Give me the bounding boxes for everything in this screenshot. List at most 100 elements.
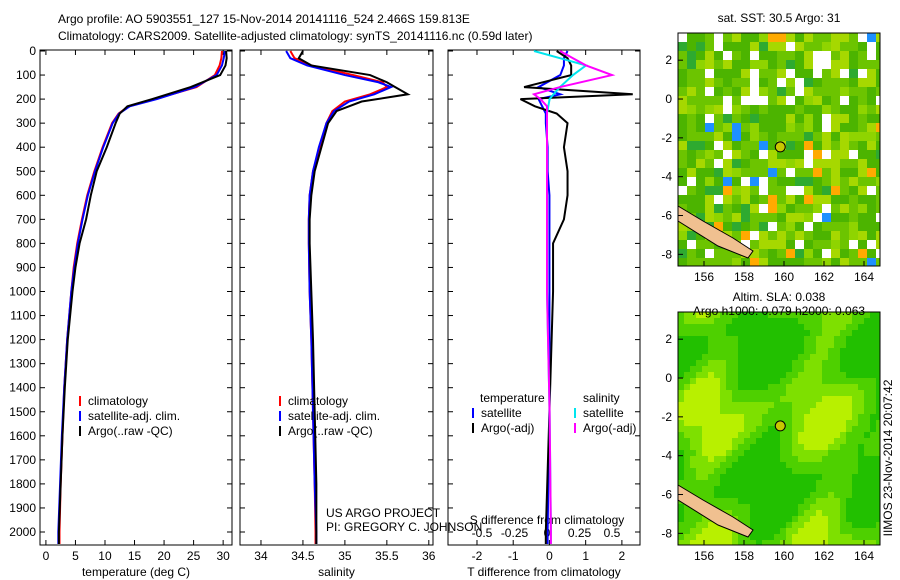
map-cell bbox=[804, 318, 810, 324]
map-cell bbox=[705, 141, 714, 150]
map-cell bbox=[744, 480, 750, 486]
map-cell bbox=[732, 456, 738, 462]
map-cell bbox=[846, 468, 852, 474]
map-cell bbox=[813, 69, 822, 78]
map-cell bbox=[870, 450, 876, 456]
lon-tick-label: 164 bbox=[854, 270, 874, 284]
map-cell bbox=[792, 522, 798, 528]
map-cell bbox=[810, 534, 816, 540]
map-cell bbox=[858, 444, 864, 450]
map-cell bbox=[678, 324, 684, 330]
map-cell bbox=[792, 390, 798, 396]
map-cell bbox=[858, 534, 864, 540]
map-cell bbox=[840, 384, 846, 390]
map-cell bbox=[723, 150, 732, 159]
map-cell bbox=[780, 528, 786, 534]
map-cell bbox=[792, 534, 798, 540]
map-cell bbox=[750, 474, 756, 480]
map-cell bbox=[849, 168, 858, 177]
map-cell bbox=[870, 348, 876, 354]
map-cell bbox=[714, 384, 720, 390]
map-cell bbox=[804, 426, 810, 432]
map-cell bbox=[702, 534, 708, 540]
map-cell bbox=[768, 33, 777, 42]
map-cell bbox=[867, 87, 876, 96]
map-cell bbox=[714, 60, 723, 69]
map-cell bbox=[828, 468, 834, 474]
map-cell bbox=[684, 318, 690, 324]
map-cell bbox=[822, 378, 828, 384]
map-cell bbox=[822, 438, 828, 444]
map-cell bbox=[852, 510, 858, 516]
map-cell bbox=[795, 240, 804, 249]
map-title: Altim. SLA: 0.038 bbox=[733, 290, 826, 304]
map-cell bbox=[696, 432, 702, 438]
map-cell bbox=[678, 378, 684, 384]
map-cell bbox=[831, 96, 840, 105]
map-cell bbox=[759, 258, 768, 266]
map-cell bbox=[714, 438, 720, 444]
map-cell bbox=[840, 123, 849, 132]
map-cell bbox=[867, 96, 876, 105]
map-cell bbox=[864, 450, 870, 456]
y-tick-label: 1700 bbox=[9, 453, 36, 467]
map-cell bbox=[852, 504, 858, 510]
map-cell bbox=[828, 414, 834, 420]
map-cell bbox=[798, 324, 804, 330]
map-cell bbox=[708, 540, 714, 545]
map-cell bbox=[828, 516, 834, 522]
map-cell bbox=[714, 492, 720, 498]
map-cell bbox=[750, 444, 756, 450]
map-cell bbox=[828, 486, 834, 492]
map-cell bbox=[708, 480, 714, 486]
map-cell bbox=[870, 402, 876, 408]
map-cell bbox=[858, 540, 864, 545]
map-cell bbox=[756, 498, 762, 504]
map-cell bbox=[804, 402, 810, 408]
map-cell bbox=[696, 312, 702, 318]
map-cell bbox=[774, 528, 780, 534]
map-cell bbox=[864, 492, 870, 498]
map-cell bbox=[834, 540, 840, 545]
x2-tick-label: 0.5 bbox=[604, 526, 621, 540]
map-cell bbox=[813, 96, 822, 105]
map-cell bbox=[870, 426, 876, 432]
map-cell bbox=[678, 195, 687, 204]
map-cell bbox=[690, 384, 696, 390]
map-cell bbox=[846, 378, 852, 384]
map-cell bbox=[864, 414, 870, 420]
map-cell bbox=[834, 312, 840, 318]
map-cell bbox=[756, 492, 762, 498]
map-cell bbox=[762, 336, 768, 342]
map-cell bbox=[750, 378, 756, 384]
map-cell bbox=[714, 177, 723, 186]
map-cell bbox=[768, 486, 774, 492]
lat-tick-label: 2 bbox=[665, 332, 672, 346]
map-cell bbox=[831, 168, 840, 177]
map-cell bbox=[876, 150, 880, 159]
map-cell bbox=[750, 195, 759, 204]
map-cell bbox=[870, 408, 876, 414]
map-cell bbox=[840, 222, 849, 231]
map-cell bbox=[870, 354, 876, 360]
map-cell bbox=[816, 348, 822, 354]
map-cell bbox=[828, 324, 834, 330]
map-cell bbox=[858, 123, 867, 132]
map-cell bbox=[816, 330, 822, 336]
map-cell bbox=[792, 408, 798, 414]
map-cell bbox=[822, 474, 828, 480]
map-cell bbox=[840, 432, 846, 438]
map-cell bbox=[852, 414, 858, 420]
map-cell bbox=[798, 522, 804, 528]
map-cell bbox=[690, 408, 696, 414]
map-cell bbox=[822, 462, 828, 468]
map-cell bbox=[816, 504, 822, 510]
map-cell bbox=[684, 528, 690, 534]
map-cell bbox=[732, 330, 738, 336]
map-cell bbox=[804, 258, 813, 266]
map-cell bbox=[750, 492, 756, 498]
map-cell bbox=[744, 342, 750, 348]
map-cell bbox=[828, 534, 834, 540]
map-cell bbox=[840, 87, 849, 96]
map-cell bbox=[744, 426, 750, 432]
